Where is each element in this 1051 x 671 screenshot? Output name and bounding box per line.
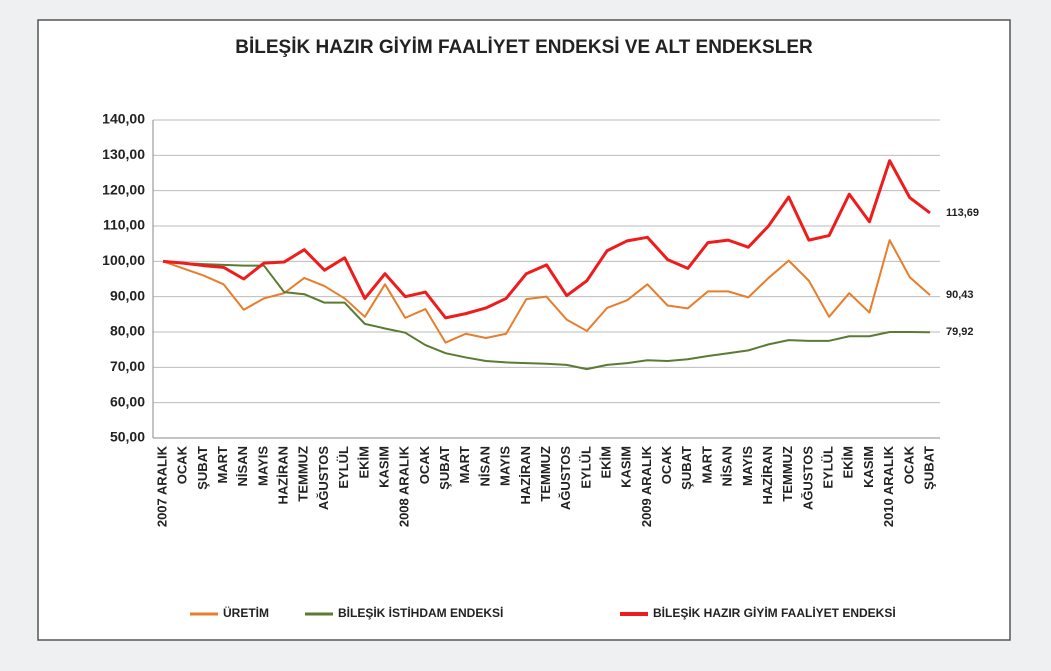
x-tick-label: ŞUBAT (437, 446, 452, 490)
x-tick-label: MAYIS (255, 446, 270, 486)
series-line (162, 159, 931, 320)
y-tick-label: 120,00 (102, 181, 145, 197)
x-tick-label: KASIM (619, 446, 634, 488)
x-tick-label: MAYIS (740, 446, 755, 486)
x-tick-label: AĞUSTOS (316, 446, 331, 510)
legend-label: BİLEŞİK HAZIR GİYİM FAALİYET ENDEKSİ (653, 605, 896, 620)
y-tick-label: 90,00 (110, 287, 145, 303)
x-tick-label: HAZİRAN (276, 446, 291, 505)
y-tick-label: 140,00 (102, 111, 145, 127)
x-tick-label: MART (215, 446, 230, 484)
x-tick-label: EYLÜL (578, 446, 593, 489)
value-label: 113,69 (946, 207, 979, 219)
series-line (162, 239, 931, 344)
x-tick-label: TEMMUZ (538, 446, 553, 502)
x-tick-label: OCAK (659, 445, 674, 484)
x-tick-label: ŞUBAT (921, 446, 936, 490)
x-tick-label: TEMMUZ (780, 446, 795, 502)
legend-label: BİLEŞİK İSTİHDAM ENDEKSİ (338, 605, 503, 620)
x-tick-label: NİSAN (477, 446, 492, 486)
y-tick-label: 130,00 (102, 146, 145, 162)
y-tick-label: 110,00 (103, 217, 145, 233)
x-tick-label: EYLÜL (821, 446, 836, 489)
chart-frame (37, 19, 1011, 641)
value-label: 79,92 (946, 326, 974, 338)
x-tick-label: EKİM (356, 446, 371, 479)
x-tick-label: MART (699, 446, 714, 484)
y-tick-label: 70,00 (110, 358, 145, 374)
x-tick-label: KASIM (376, 446, 391, 488)
x-tick-label: 2009 ARALIK (639, 445, 654, 527)
x-tick-label: AĞUSTOS (558, 446, 573, 510)
x-tick-label: HAZİRAN (518, 446, 533, 505)
x-tick-label: EYLÜL (336, 446, 351, 489)
x-tick-label: NİSAN (235, 446, 250, 486)
x-tick-label: HAZİRAN (760, 446, 775, 505)
y-tick-label: 50,00 (110, 429, 145, 445)
x-tick-label: NİSAN (720, 446, 735, 486)
x-tick-label: EKİM (841, 446, 856, 479)
series-line (162, 260, 931, 371)
y-tick-label: 60,00 (110, 393, 145, 409)
x-tick-label: OCAK (175, 445, 190, 484)
value-label: 90,43 (946, 289, 974, 301)
x-tick-label: ŞUBAT (195, 446, 210, 490)
chart-title: BİLEŞİK HAZIR GİYİM FAALİYET ENDEKSİ VE … (235, 37, 813, 58)
x-tick-label: EKİM (598, 446, 613, 479)
x-tick-label: 2007 ARALIK (154, 445, 169, 527)
x-tick-label: OCAK (417, 445, 432, 484)
x-tick-label: KASIM (861, 446, 876, 488)
x-tick-label: 2008 ARALIK (397, 445, 412, 527)
x-tick-label: 2010 ARALIK (881, 445, 896, 527)
legend-label: ÜRETİM (223, 605, 269, 620)
y-tick-label: 100,00 (102, 252, 145, 268)
x-tick-label: TEMMUZ (296, 446, 311, 502)
x-tick-label: AĞUSTOS (800, 446, 815, 510)
x-tick-label: OCAK (901, 445, 916, 484)
x-tick-label: MAYIS (498, 446, 513, 486)
y-tick-label: 80,00 (110, 323, 145, 339)
x-tick-label: MART (457, 446, 472, 484)
x-tick-label: ŞUBAT (679, 446, 694, 490)
